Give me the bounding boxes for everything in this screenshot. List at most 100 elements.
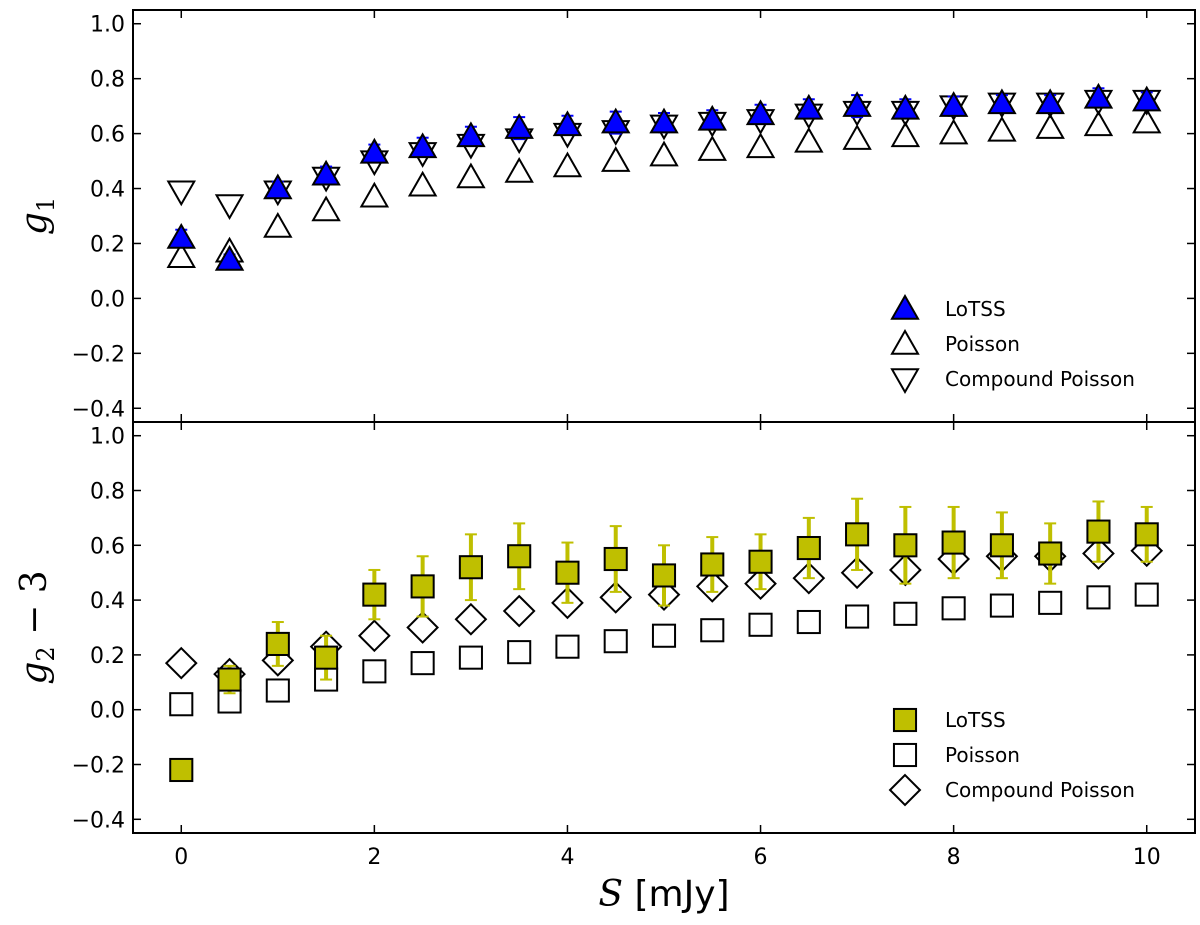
bottom-data-point bbox=[700, 552, 725, 577]
bottom-data-point bbox=[845, 522, 870, 547]
top-ytick-label: 0.4 bbox=[90, 178, 125, 203]
top-data-point bbox=[214, 244, 245, 271]
top-ylabel-base: g bbox=[14, 212, 55, 235]
bottom-data-point bbox=[603, 546, 628, 572]
top-data-point bbox=[456, 121, 486, 148]
bottom-ylabel: g2 − 3 bbox=[14, 570, 60, 684]
bottom-ylabel-base: g bbox=[14, 662, 55, 685]
bottom-ytick-label: 0.0 bbox=[90, 699, 125, 724]
bottom-ylabel-subscript: 2 bbox=[32, 646, 60, 661]
bottom-data-point bbox=[989, 593, 1014, 618]
top-data-point bbox=[842, 124, 872, 150]
top-data-point bbox=[649, 107, 679, 134]
top-legend-marker bbox=[890, 368, 920, 395]
top-data-point bbox=[1132, 107, 1162, 134]
bottom-series-poisson bbox=[169, 582, 1159, 717]
top-data-point bbox=[214, 194, 245, 221]
top-data-point bbox=[359, 137, 390, 164]
bottom-xtick-label: 6 bbox=[754, 845, 768, 870]
bottom-data-point bbox=[695, 570, 729, 603]
bottom-ytick-label: 0.2 bbox=[90, 644, 125, 669]
bottom-data-point bbox=[599, 580, 633, 614]
top-series-lotss bbox=[166, 82, 1162, 271]
bottom-data-point bbox=[941, 596, 966, 621]
bottom-data-point bbox=[893, 533, 918, 558]
bottom-data-point bbox=[888, 553, 922, 587]
bottom-data-point bbox=[164, 646, 198, 680]
bottom-data-point bbox=[603, 629, 628, 654]
bottom-data-point bbox=[893, 601, 918, 626]
bottom-plot-frame bbox=[132, 421, 1196, 834]
bottom-ytick-label: 0.6 bbox=[90, 534, 125, 559]
bottom-data-point bbox=[989, 533, 1014, 558]
bottom-legend-marker bbox=[892, 742, 918, 768]
bottom-data-point bbox=[647, 578, 681, 611]
top-data-point bbox=[601, 107, 631, 134]
bottom-legend-marker bbox=[888, 773, 922, 807]
top-data-point bbox=[938, 118, 969, 145]
top-plot-frame bbox=[132, 9, 1196, 423]
bottom-data-point bbox=[651, 563, 677, 588]
top-data-point bbox=[649, 140, 679, 167]
bottom-ytick-label: 0.4 bbox=[90, 589, 125, 614]
top-data-point bbox=[697, 135, 727, 161]
bottom-data-point bbox=[744, 567, 777, 601]
top-data-point bbox=[456, 162, 486, 189]
top-ylabel-subscript: 1 bbox=[32, 197, 60, 212]
bottom-ylabel-suffix: − 3 bbox=[14, 570, 55, 646]
top-data-point bbox=[359, 181, 390, 208]
top-data-point bbox=[1083, 82, 1114, 109]
bottom-ytick-label: 0.8 bbox=[90, 480, 125, 505]
bottom-data-point bbox=[265, 631, 290, 656]
bottom-data-point bbox=[941, 530, 966, 555]
top-ytick-label: −0.2 bbox=[72, 342, 125, 367]
top-legend-label: Poisson bbox=[945, 332, 1020, 356]
top-data-point bbox=[1132, 85, 1162, 112]
top-legend-label: Compound Poisson bbox=[945, 367, 1135, 391]
top-ytick-label: 0.8 bbox=[90, 68, 125, 93]
top-data-point bbox=[166, 180, 196, 207]
bottom-data-point bbox=[1038, 590, 1063, 615]
top-data-point bbox=[745, 99, 776, 126]
top-data-point bbox=[987, 115, 1017, 142]
top-ytick-label: 0.2 bbox=[90, 232, 125, 257]
bottom-data-point bbox=[1134, 582, 1159, 607]
top-data-point bbox=[794, 93, 824, 120]
bottom-legend-label: Compound Poisson bbox=[945, 778, 1135, 802]
bottom-data-point bbox=[265, 678, 290, 703]
top-data-point bbox=[794, 126, 824, 153]
bottom-legend: LoTSS Poisson Compound Poisson bbox=[888, 707, 1135, 807]
bottom-data-point bbox=[1086, 585, 1111, 610]
panel-top: 1.0 0.8 0.6 0.4 0.2 0.0 −0.2 −0.4 g1 LoTSS Poisson… bbox=[14, 9, 1196, 423]
bottom-data-point bbox=[651, 623, 677, 648]
top-data-point bbox=[407, 132, 438, 159]
bottom-data-point bbox=[507, 640, 532, 665]
bottom-legend-label: LoTSS bbox=[945, 708, 1006, 732]
top-data-point bbox=[842, 91, 872, 117]
bottom-data-point bbox=[845, 604, 870, 629]
bottom-data-point bbox=[792, 561, 826, 595]
top-ytick-label: −0.4 bbox=[72, 397, 125, 422]
bottom-data-point bbox=[458, 555, 483, 580]
top-data-point bbox=[407, 170, 438, 197]
top-data-point bbox=[166, 222, 196, 249]
bottom-data-point bbox=[551, 586, 584, 620]
bottom-data-point bbox=[507, 544, 532, 569]
top-data-point bbox=[1035, 88, 1065, 115]
bottom-data-point bbox=[406, 611, 440, 644]
top-data-point bbox=[552, 110, 583, 137]
top-legend: LoTSS Poisson Compound Poisson bbox=[890, 293, 1135, 395]
bottom-xtick-label: 8 bbox=[947, 845, 961, 870]
top-data-point bbox=[311, 159, 341, 186]
xlabel-variable: S bbox=[598, 874, 623, 915]
bottom-data-point bbox=[217, 667, 242, 692]
bottom-ytick-label: −0.4 bbox=[72, 808, 125, 833]
bottom-data-point bbox=[555, 560, 580, 585]
top-data-point bbox=[504, 113, 534, 139]
top-ytick-label: 1.0 bbox=[90, 13, 125, 38]
top-ytick-label: 0.6 bbox=[90, 123, 125, 148]
xlabel-unit: [mJy] bbox=[623, 874, 730, 915]
bottom-xtick-label: 10 bbox=[1133, 845, 1161, 870]
bottom-data-point bbox=[314, 645, 339, 670]
